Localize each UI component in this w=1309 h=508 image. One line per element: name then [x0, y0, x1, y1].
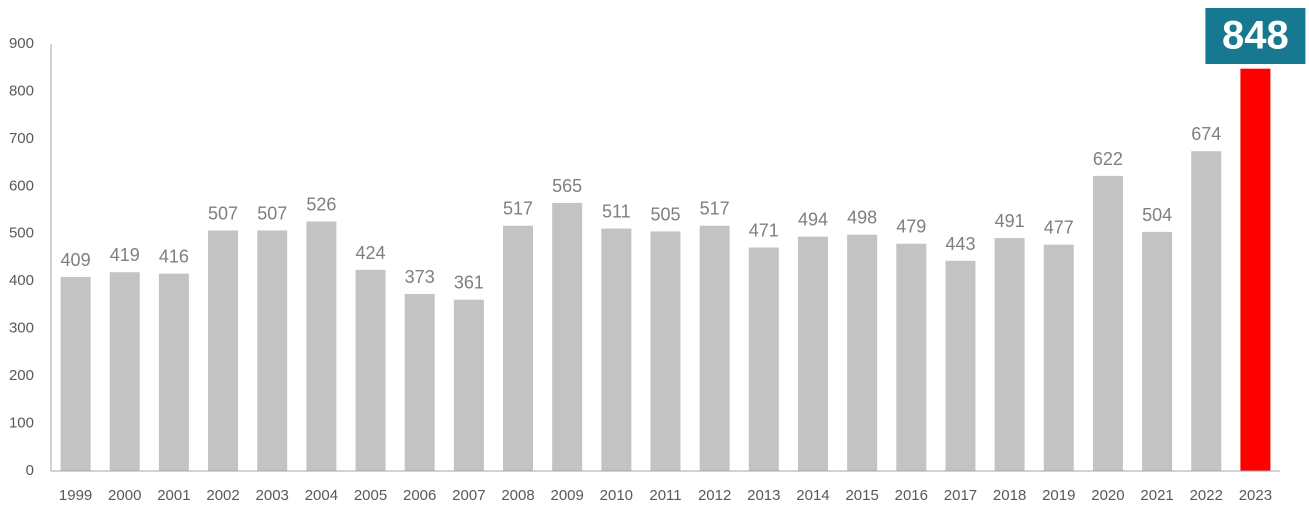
bar — [1092, 175, 1123, 471]
data-label: 622 — [1093, 149, 1123, 169]
x-tick-label: 2010 — [600, 487, 633, 504]
data-label: 517 — [700, 199, 730, 219]
bar-highlight — [1240, 68, 1271, 471]
data-label: 361 — [454, 273, 484, 293]
y-tick-label: 800 — [9, 82, 34, 99]
x-tick-label: 2018 — [993, 487, 1026, 504]
data-label: 674 — [1191, 124, 1221, 144]
bar — [797, 236, 828, 471]
data-label: 498 — [847, 208, 877, 228]
bar — [945, 260, 976, 471]
data-label: 419 — [110, 245, 140, 265]
y-axis-ticks: 0 100 200 300 400 500 600 700 800 900 — [9, 35, 34, 479]
y-tick-label: 200 — [9, 367, 34, 384]
data-label: 409 — [61, 250, 91, 270]
x-tick-label: 2008 — [501, 487, 534, 504]
y-tick-label: 700 — [9, 130, 34, 147]
bar — [650, 231, 681, 471]
x-axis-ticks: 1999 2000 2001 2002 2003 2004 2005 2006 2007 2008… — [59, 487, 1272, 504]
x-tick-label: 2019 — [1042, 487, 1075, 504]
y-tick-label: 400 — [9, 272, 34, 289]
bar — [453, 299, 484, 471]
x-tick-label: 2005 — [354, 487, 387, 504]
bar — [994, 238, 1025, 471]
data-label: 479 — [896, 217, 926, 237]
y-tick-label: 100 — [9, 415, 34, 432]
data-label: 505 — [650, 204, 680, 224]
bar — [208, 230, 239, 471]
bar — [158, 273, 189, 471]
x-tick-label: 2011 — [649, 487, 681, 504]
highlight-callout: 848 — [1205, 8, 1306, 64]
x-tick-label: 2020 — [1091, 487, 1124, 504]
data-label: 494 — [798, 210, 828, 230]
data-label: 504 — [1142, 205, 1172, 225]
data-label: 424 — [356, 243, 386, 263]
bar — [847, 234, 878, 471]
bar — [109, 272, 140, 471]
y-tick-label: 0 — [26, 462, 34, 479]
bar — [1043, 244, 1074, 471]
x-tick-label: 2013 — [747, 487, 780, 504]
data-label: 416 — [159, 247, 189, 267]
bar — [257, 230, 288, 471]
data-label: 491 — [995, 211, 1025, 231]
x-tick-label: 2023 — [1239, 487, 1272, 504]
x-tick-label: 2004 — [305, 487, 338, 504]
y-tick-label: 900 — [9, 35, 34, 52]
bars — [60, 68, 1271, 472]
data-label: 511 — [602, 202, 631, 222]
data-label: 507 — [257, 203, 287, 223]
data-label: 526 — [306, 194, 336, 214]
bar — [552, 202, 583, 471]
x-tick-label: 2001 — [157, 487, 190, 504]
bar — [1191, 151, 1222, 472]
highlight-callout-box — [1205, 8, 1306, 64]
bar — [601, 228, 632, 471]
data-label: 507 — [208, 203, 238, 223]
x-tick-label: 2021 — [1140, 487, 1173, 504]
x-tick-label: 2012 — [698, 487, 731, 504]
x-tick-label: 2016 — [895, 487, 928, 504]
x-tick-label: 2007 — [452, 487, 485, 504]
y-tick-label: 500 — [9, 225, 34, 242]
bar — [60, 276, 91, 471]
x-tick-label: 2022 — [1190, 487, 1223, 504]
x-tick-label: 2003 — [256, 487, 289, 504]
bar — [748, 247, 779, 471]
data-label: 443 — [945, 234, 975, 254]
data-label: 471 — [749, 221, 779, 241]
bar — [699, 225, 730, 471]
bar — [896, 243, 927, 471]
highlight-callout-value: 848 — [1222, 14, 1289, 58]
data-label: 565 — [552, 176, 582, 196]
bar — [1142, 231, 1173, 471]
x-tick-label: 2014 — [796, 487, 829, 504]
data-labels: 409 419 416 507 507 526 424 373 361 517 565 511 505 5… — [61, 124, 1222, 293]
x-tick-label: 1999 — [59, 487, 92, 504]
x-tick-label: 2009 — [550, 487, 583, 504]
y-tick-label: 300 — [9, 320, 34, 337]
data-label: 373 — [405, 267, 435, 287]
bar — [503, 225, 534, 471]
x-tick-label: 2006 — [403, 487, 436, 504]
y-tick-label: 600 — [9, 177, 34, 194]
x-tick-label: 2017 — [944, 487, 977, 504]
x-tick-label: 2002 — [206, 487, 239, 504]
x-tick-label: 2000 — [108, 487, 141, 504]
data-label: 477 — [1044, 218, 1074, 238]
x-tick-label: 2015 — [845, 487, 878, 504]
bar — [404, 294, 435, 471]
bar — [306, 221, 337, 471]
bar — [355, 269, 386, 471]
data-label: 517 — [503, 199, 533, 219]
